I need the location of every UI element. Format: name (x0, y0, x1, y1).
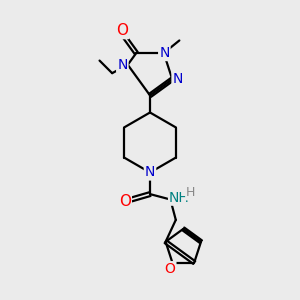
Text: O: O (164, 262, 175, 276)
Text: O: O (119, 194, 131, 208)
Text: NH: NH (169, 191, 190, 205)
Text: H: H (186, 186, 196, 200)
Text: N: N (159, 46, 170, 60)
Text: N: N (145, 166, 155, 179)
Text: O: O (116, 23, 128, 38)
Text: N: N (172, 72, 183, 86)
Text: N: N (117, 58, 128, 72)
